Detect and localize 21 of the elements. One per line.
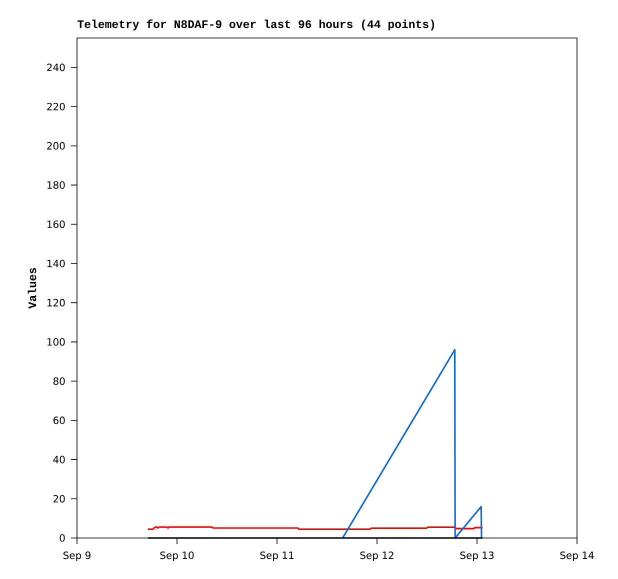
y-tick-label: 160: [47, 220, 65, 228]
y-tick-label: 40: [53, 456, 65, 464]
x-tick-label: Sep 9: [63, 552, 90, 562]
y-tick-label: 140: [47, 260, 65, 268]
y-tick-label: 80: [53, 377, 65, 385]
y-axis-title: Values: [28, 268, 36, 309]
x-tick-label: Sep 14: [560, 552, 594, 562]
y-tick-label: 220: [47, 102, 65, 110]
x-tick-label: Sep 12: [360, 552, 394, 562]
y-tick-label: 60: [53, 416, 65, 424]
y-tick-label: 20: [53, 494, 65, 503]
y-tick-label: 100: [47, 338, 65, 346]
x-tick-label: Sep 13: [460, 552, 494, 562]
y-tick-label: 0: [60, 534, 65, 542]
chart-title: Telemetry for N8DAF-9 over last 96 hours (44 points): [78, 19, 434, 30]
x-tick-label: Sep 11: [260, 552, 294, 562]
x-tick-label: Sep 10: [160, 552, 194, 562]
y-tick-label: 180: [47, 181, 65, 189]
y-tick-label: 200: [47, 142, 65, 150]
y-tick-label: 240: [47, 64, 65, 72]
y-tick-label: 120: [47, 298, 65, 306]
